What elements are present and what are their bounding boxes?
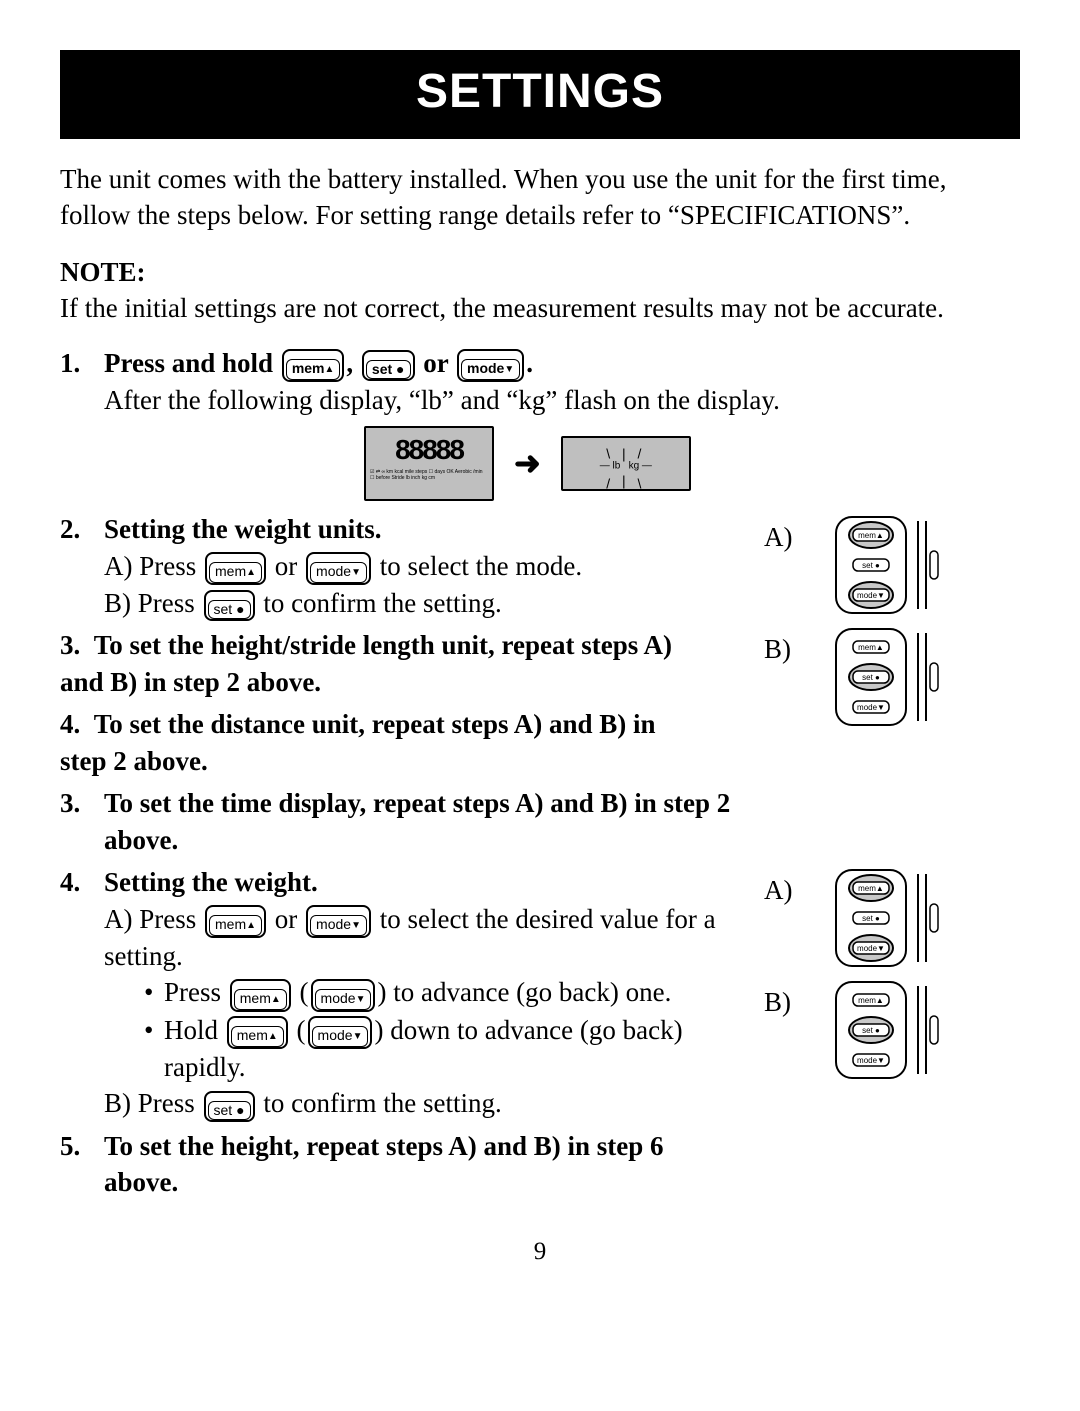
intro-paragraph: The unit comes with the battery installe… [60,161,1020,234]
steps-list: Press and hold mem▲, set ● or mode▼. Aft… [60,345,1020,1201]
svg-text:mem▲: mem▲ [858,884,884,893]
mem-button-icon: mem▲ [205,905,266,938]
svg-text:set ●: set ● [862,1026,880,1035]
step-6: Setting the weight. A) Press mem▲ or mod… [92,864,1020,1122]
mode-button-icon: mode▼ [306,552,371,585]
device-diagram-b2-icon: mem▲ set ● mode▼ [806,976,956,1084]
step-5: To set the time display, repeat steps A)… [92,785,1020,858]
sep-or-1: or [417,348,456,378]
mode-button-icon: mode▼ [457,349,524,382]
mem-button-icon: mem▲ [230,979,291,1012]
step-2: Setting the weight units. A) Press mem▲ … [92,511,1020,779]
step-2-b-tail: to confirm the setting. [257,588,502,618]
device-diagram-b-icon: mem▲ set ● mode▼ [806,623,956,731]
svg-text:mem▲: mem▲ [858,531,884,540]
step-6-bullets: •Press mem▲ (mode▼) to advance (go back)… [104,974,744,1085]
step-2-a: A) Press mem▲ or mode▼ to select the mod… [104,548,582,585]
arrow-right-icon: ➜ [514,442,541,485]
lcd-digits: 88888 [366,428,492,469]
step-5-heading: To set the time display, repeat steps A)… [104,785,744,858]
step-1: Press and hold mem▲, set ● or mode▼. Aft… [92,345,1020,502]
lcd-flash-icon: \ | / — lb kg — \ | / [561,436,691,491]
mem-button-icon: mem▲ [205,552,266,585]
step-6-heading: Setting the weight. [104,867,318,897]
svg-text:mem▲: mem▲ [858,643,884,652]
step-6-b: B) Press set ● to confirm the setting. [104,1085,502,1121]
mem-button-icon: mem▲ [227,1016,288,1049]
step-1-heading: Press and hold mem▲, set ● or mode▼. [104,348,533,378]
note-label: NOTE: [60,257,146,287]
note-text: If the initial settings are not correct,… [60,290,1020,326]
step-2-a-tail: to select the mode. [373,551,582,581]
svg-text:mode▼: mode▼ [857,703,885,712]
set-button-icon: set ● [362,350,415,381]
step-2-diagram: A) mem▲ set ● mode▼ [764,511,964,735]
svg-text:set ●: set ● [862,914,880,923]
page-number: 9 [60,1235,1020,1269]
mode-button-icon: mode▼ [311,979,376,1012]
lcd-full-icon: 88888 ☑ ⇄ ∞ km kcal mile steps ☐ days OK… [364,426,494,501]
flash-rays-bottom-icon: \ | / [600,473,652,492]
page-title-banner: SETTINGS [60,50,1020,139]
step-6-b-tail: to confirm the setting. [257,1088,502,1118]
step-4-inline: 4. To set the distance unit, repeat step… [60,706,700,779]
svg-text:set ●: set ● [862,673,880,682]
svg-text:mem▲: mem▲ [858,996,884,1005]
diagram-label-a2: A) [764,864,806,908]
sep-or-2a: or [268,551,304,581]
step-6-bullet-1: Press mem▲ (mode▼) to advance (go back) … [164,974,671,1011]
step-7: To set the height, repeat steps A) and B… [92,1128,1020,1201]
step-1-body: After the following display, “lb” and “k… [104,382,1020,418]
note-block: NOTE: [60,254,1020,290]
step-7-heading: To set the height, repeat steps A) and B… [104,1128,744,1201]
svg-text:mode▼: mode▼ [857,591,885,600]
step-2-b: B) Press set ● to confirm the setting. [104,585,502,621]
mode-button-icon: mode▼ [306,905,371,938]
svg-text:mode▼: mode▼ [857,1056,885,1065]
mem-button-icon: mem▲ [282,349,345,382]
diagram-label-b2: B) [764,976,806,1020]
step-3-inline: 3. To set the height/stride length unit,… [60,627,700,700]
set-button-icon: set ● [204,590,255,621]
lb-kg-text: — lb kg — [600,461,652,472]
step-2-sublist: A) Press mem▲ or mode▼ to select the mod… [104,548,744,622]
step-6-sublist: A) Press mem▲ or mode▼ to select the des… [104,901,744,1122]
svg-text:set ●: set ● [862,561,880,570]
diagram-label-a: A) [764,511,806,555]
step-6-diagram: A) mem▲ set ● mode▼ [764,864,964,1088]
step-6-bullet-2: Hold mem▲ (mode▼) down to advance (go ba… [164,1012,744,1086]
sep-period-1: . [526,348,533,378]
device-diagram-a2-icon: mem▲ set ● mode▼ [806,864,956,972]
step-2-heading: Setting the weight units. [104,514,382,544]
set-button-icon: set ● [204,1091,255,1122]
mode-button-icon: mode▼ [308,1016,373,1049]
step-6-a: A) Press mem▲ or mode▼ to select the des… [104,901,744,975]
sep-comma-1: , [346,348,360,378]
device-diagram-a-icon: mem▲ set ● mode▼ [806,511,956,619]
lcd-indicator-text: ☑ ⇄ ∞ km kcal mile steps ☐ days OK Aerob… [366,469,492,481]
svg-text:mode▼: mode▼ [857,944,885,953]
step-1-text-1: Press and hold [104,348,273,378]
step-1-displays: 88888 ☑ ⇄ ∞ km kcal mile steps ☐ days OK… [364,426,1020,501]
diagram-label-b: B) [764,623,806,667]
sep-or-6a: or [268,904,304,934]
